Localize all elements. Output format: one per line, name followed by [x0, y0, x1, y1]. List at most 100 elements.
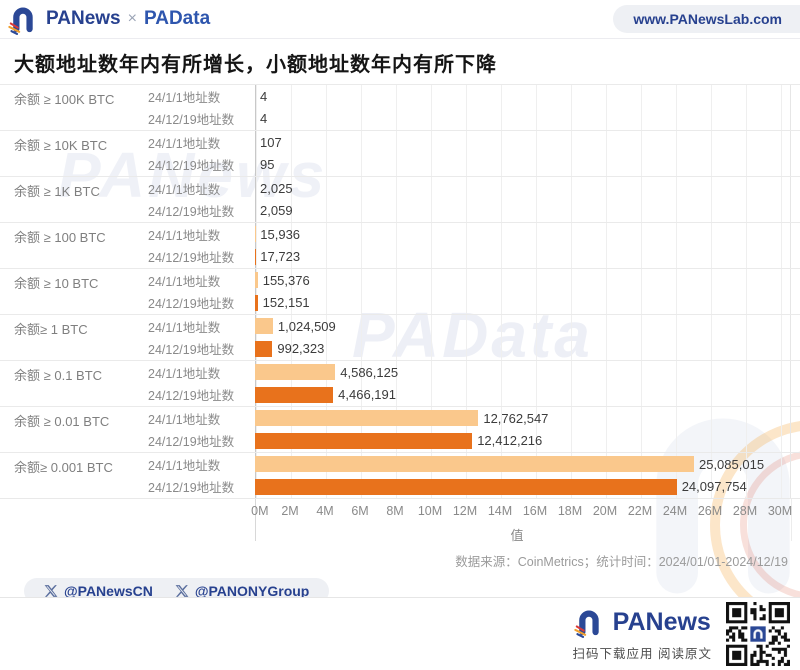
chart-group: 余额 ≥ 10 BTC 24/1/1地址数 155,376 24/12/19地址数 15…	[0, 268, 800, 314]
social-handle-label: @PANewsCN	[64, 583, 153, 599]
bar-track: 4,586,125	[255, 361, 800, 384]
chart-title: 大额地址数年内有所增长，小额地址数年内有所下降	[14, 54, 497, 76]
bar-track: 17,723	[255, 246, 800, 269]
caption-download: 扫码下载应用	[572, 646, 654, 661]
qr-code	[726, 602, 790, 666]
x-twitter-icon	[175, 585, 189, 597]
series-label: 24/12/19地址数	[148, 297, 235, 312]
series-label: 24/1/1地址数	[148, 182, 221, 197]
x-tick: 10M	[417, 504, 443, 518]
bar-series-1	[255, 272, 258, 289]
value-label: 4,586,125	[340, 364, 399, 380]
series-label: 24/12/19地址数	[148, 389, 235, 404]
website-link[interactable]: www.PANewsLab.com	[613, 5, 800, 33]
brand-panews: PANews	[46, 8, 121, 29]
source-note: 数据来源：CoinMetrics；统计时间：2024/01/01-2024/12…	[455, 555, 788, 569]
series-label: 24/12/19地址数	[148, 113, 235, 128]
series-label: 24/12/19地址数	[148, 343, 235, 358]
x-tick: 4M	[316, 504, 334, 518]
x-tick: 28M	[732, 504, 758, 518]
bar-series-2	[255, 340, 273, 357]
category-label: 余额≥ 0.001 BTC	[14, 460, 113, 475]
bar-series-1	[255, 410, 479, 427]
x-tick: 30M	[767, 504, 793, 518]
x-tick: 22M	[627, 504, 653, 518]
bar-track: 2,059	[255, 200, 800, 223]
category-label: 余额 ≥ 100K BTC	[14, 92, 115, 107]
bar-series-2	[255, 432, 473, 449]
category-label: 余额 ≥ 10K BTC	[14, 138, 108, 153]
bar-track: 2,025	[255, 177, 800, 200]
value-label: 4,466,191	[338, 387, 396, 403]
bar-series-1	[255, 364, 336, 381]
brand: PANews × PAData	[46, 8, 210, 30]
x-tick: 16M	[522, 504, 548, 518]
x-tick: 26M	[697, 504, 723, 518]
series-label: 24/1/1地址数	[148, 458, 221, 473]
plot-right-border	[791, 499, 792, 541]
x-twitter-icon	[44, 585, 58, 597]
category-label: 余额 ≥ 0.01 BTC	[14, 414, 110, 429]
bar-track: 12,762,547	[255, 407, 800, 430]
chart-group: 余额 ≥ 100 BTC 24/1/1地址数 15,936 24/12/19地址数 17…	[0, 222, 800, 268]
chart-group: 余额 ≥ 100K BTC 24/1/1地址数 4 24/12/19地址数 4	[0, 84, 800, 130]
brand-separator: ×	[127, 10, 137, 27]
bar-track: 95	[255, 154, 800, 177]
value-label: 155,376	[262, 272, 310, 288]
bar-track: 4	[255, 108, 800, 131]
bar-track: 1,024,509	[255, 315, 800, 338]
category-label: 余额 ≥ 10 BTC	[14, 276, 99, 291]
value-label: 4	[260, 88, 268, 104]
value-label: 1,024,509	[277, 318, 336, 334]
social-handle[interactable]: @PANONYGroup	[175, 583, 310, 599]
series-label: 24/12/19地址数	[148, 251, 235, 266]
x-tick: 20M	[592, 504, 618, 518]
bar-track: 992,323	[255, 338, 800, 361]
bar-track: 107	[255, 131, 800, 154]
footer: PANews 扫码下载应用 阅读原文	[0, 597, 800, 670]
series-label: 24/1/1地址数	[148, 136, 221, 151]
x-tick: 12M	[452, 504, 478, 518]
panews-logo-icon	[8, 4, 40, 36]
series-label: 24/12/19地址数	[148, 159, 235, 174]
bar-series-2	[255, 386, 334, 403]
footer-brand-name: PANews	[612, 608, 711, 636]
bar-series-2	[255, 478, 677, 495]
chart-group: 余额 ≥ 1K BTC 24/1/1地址数 2,025 24/12/19地址数 2,05…	[0, 176, 800, 222]
category-label: 余额 ≥ 1K BTC	[14, 184, 100, 199]
footer-caption: 扫码下载应用 阅读原文	[572, 643, 712, 662]
header: PANews × PAData www.PANewsLab.com	[0, 0, 800, 39]
series-label: 24/1/1地址数	[148, 90, 221, 105]
series-label: 24/12/19地址数	[148, 481, 235, 496]
y-axis-line	[255, 499, 256, 541]
category-label: 余额≥ 1 BTC	[14, 322, 88, 337]
chart-group: 余额 ≥ 0.01 BTC 24/1/1地址数 12,762,547 24/12/19…	[0, 406, 800, 452]
bar-track: 25,085,015	[255, 453, 800, 476]
x-tick: 14M	[487, 504, 513, 518]
value-label: 17,723	[260, 249, 301, 265]
social-handle[interactable]: @PANewsCN	[44, 583, 153, 599]
chart-group: 余额 ≥ 0.1 BTC 24/1/1地址数 4,586,125 24/12/19地址…	[0, 360, 800, 406]
series-label: 24/1/1地址数	[148, 366, 221, 381]
bar-track: 155,376	[255, 269, 800, 292]
series-label: 24/12/19地址数	[148, 205, 235, 220]
value-label: 2,025	[260, 180, 293, 196]
bar-series-2	[255, 294, 258, 311]
panews-logo-icon	[574, 607, 606, 639]
value-label: 992,323	[277, 341, 325, 357]
value-label: 15,936	[260, 226, 301, 242]
value-label: 152,151	[262, 295, 310, 311]
caption-read: 阅读原文	[657, 646, 712, 661]
x-tick: 8M	[386, 504, 404, 518]
bar-series-1	[255, 456, 694, 473]
category-label: 余额 ≥ 100 BTC	[14, 230, 106, 245]
bar-track: 24,097,754	[255, 476, 800, 499]
x-tick: 0M	[251, 504, 269, 518]
social-handle-label: @PANONYGroup	[194, 583, 310, 599]
value-label: 95	[260, 157, 275, 173]
chart-rows: 余额 ≥ 100K BTC 24/1/1地址数 4 24/12/19地址数 4 余额 ≥ …	[0, 84, 800, 499]
footer-brand: PANews 扫码下载应用 阅读原文	[572, 607, 712, 662]
brand-padata: PAData	[143, 8, 211, 29]
series-label: 24/1/1地址数	[148, 412, 221, 427]
bar-track: 4	[255, 85, 800, 108]
